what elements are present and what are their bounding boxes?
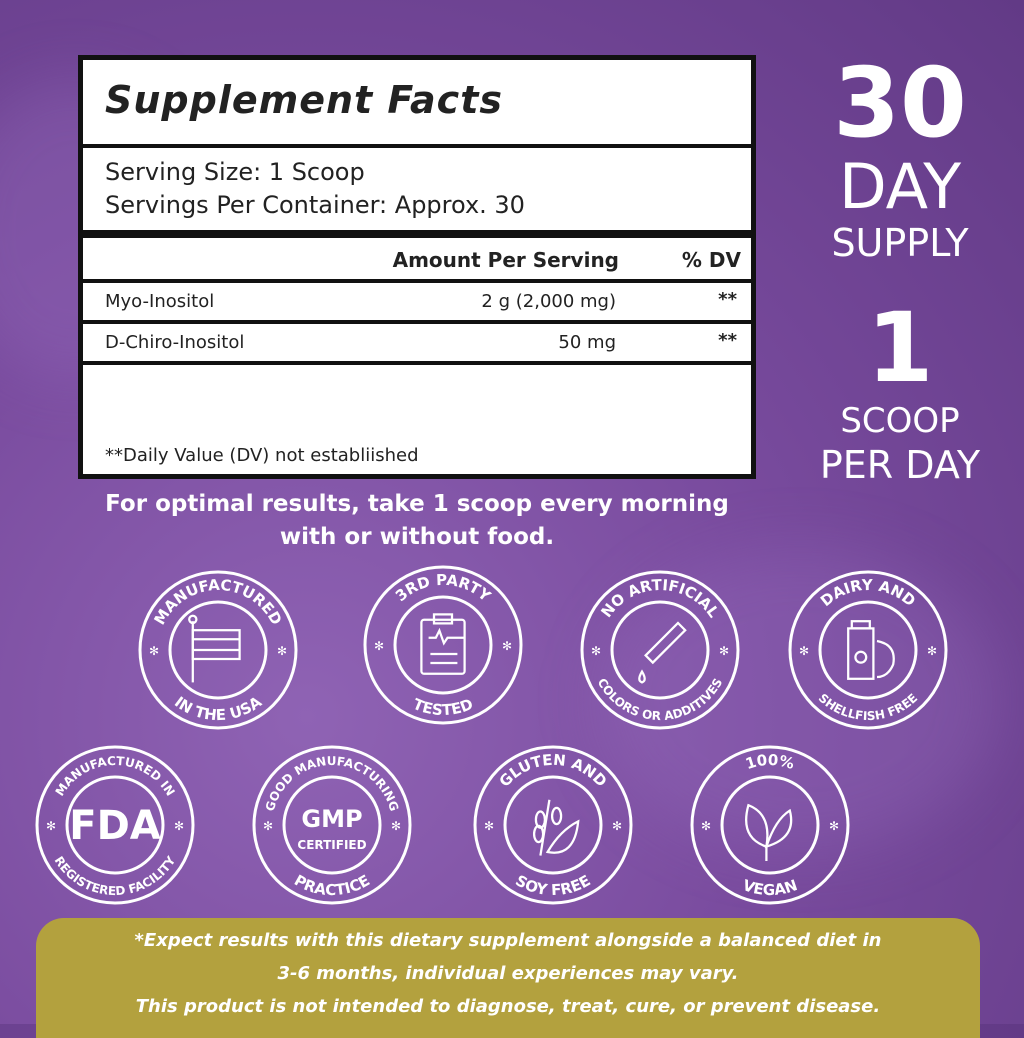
- svg-text:✻: ✻: [374, 639, 384, 653]
- svg-text:PRACTICE: PRACTICE: [291, 871, 373, 899]
- badge-center-text: FDA: [69, 803, 161, 849]
- serving-size: Serving Size: 1 Scoop: [105, 158, 365, 186]
- badge-bottom-text: VEGAN: [740, 876, 799, 899]
- badge-bottom-text: REGISTERED FACILITY: [52, 854, 179, 899]
- svg-text:✻: ✻: [484, 819, 494, 833]
- ingredient-name: Myo-Inositol: [105, 291, 215, 312]
- directions-line: For optimal results, take 1 scoop every …: [105, 491, 729, 517]
- svg-text:✻: ✻: [149, 644, 159, 658]
- table-row: Myo-Inositol 2 g (2,000 mg) **: [83, 283, 751, 324]
- supplement-facts-panel: Supplement Facts Serving Size: 1 Scoop S…: [78, 55, 756, 479]
- badge: ✻ ✻ MANUFACTURED IN REGISTERED FACILITY …: [33, 743, 197, 907]
- badge-bottom-text: SOY FREE: [512, 871, 593, 899]
- badge-bottom-text: TESTED: [410, 695, 475, 719]
- supply-day-label: DAY: [838, 150, 962, 223]
- fda-icon: ✻ ✻ MANUFACTURED IN REGISTERED FACILITY …: [35, 745, 195, 905]
- dv-header: % DV: [681, 248, 741, 272]
- badge: ✻ ✻ GOOD MANUFACTURING PRACTICE GMP CERTI…: [250, 743, 414, 907]
- badge: ✻ ✻ NO ARTIFICIAL COLORS OR ADDITIVES: [578, 568, 742, 732]
- svg-text:✻: ✻: [391, 819, 401, 833]
- gmp-icon: ✻ ✻ GOOD MANUFACTURING PRACTICE GMPCERTI…: [252, 745, 412, 905]
- supply-days-number: 30: [833, 47, 967, 159]
- servings-per-container: Servings Per Container: Approx. 30: [105, 191, 525, 219]
- supply-label: SUPPLY: [831, 221, 969, 265]
- disclaimer-line: 3-6 months, individual experiences may v…: [277, 963, 739, 984]
- badge: ✻ ✻ DAIRY AND SHELLFISH FREE: [786, 568, 950, 732]
- serving-info: Serving Size: 1 Scoop Servings Per Conta…: [83, 148, 751, 238]
- dropper-icon: ✻ ✻ NO ARTIFICIAL COLORS OR ADDITIVES: [580, 570, 740, 730]
- badge-top-text: 100%: [743, 751, 796, 773]
- svg-text:✻: ✻: [277, 644, 287, 658]
- svg-text:✻: ✻: [174, 819, 184, 833]
- svg-text:✻: ✻: [612, 819, 622, 833]
- badge: ✻ ✻ GLUTEN AND SOY FREE: [471, 743, 635, 907]
- svg-text:REGISTERED FACILITY: REGISTERED FACILITY: [52, 854, 179, 899]
- badge-center-text: GMP: [301, 805, 362, 833]
- clipboard-icon: ✻ ✻ 3RD PARTY TESTED: [363, 565, 523, 725]
- facts-header-row: Amount Per Serving % DV: [83, 238, 751, 283]
- ingredient-amount: 50 mg: [558, 332, 616, 353]
- dv-footnote: **Daily Value (DV) not establiished: [105, 445, 419, 466]
- svg-text:TESTED: TESTED: [410, 695, 475, 719]
- ingredient-name: D-Chiro-Inositol: [105, 332, 245, 353]
- ingredient-dv: **: [718, 330, 737, 351]
- svg-text:✻: ✻: [591, 644, 601, 658]
- per-day-label: PER DAY: [819, 443, 981, 487]
- milk-carton-shrimp-icon: ✻ ✻ DAIRY AND SHELLFISH FREE: [788, 570, 948, 730]
- badge-bottom-text: PRACTICE: [291, 871, 373, 899]
- directions-line: with or without food.: [279, 524, 555, 550]
- badge-top-text: NO ARTIFICIAL: [597, 576, 723, 622]
- disclaimer-box: *Expect results with this dietary supple…: [36, 918, 980, 1038]
- table-row: D-Chiro-Inositol 50 mg **: [83, 324, 751, 365]
- svg-text:✻: ✻: [263, 819, 273, 833]
- svg-text:SOY FREE: SOY FREE: [512, 871, 593, 899]
- svg-text:✻: ✻: [799, 644, 809, 658]
- badge: ✻ ✻ MANUFACTURED IN THE USA: [136, 568, 300, 732]
- directions: For optimal results, take 1 scoop every …: [78, 488, 756, 554]
- supply-callout: 30 DAY SUPPLY 1 SCOOP PER DAY: [800, 0, 1000, 500]
- wheat-soy-icon: ✻ ✻ GLUTEN AND SOY FREE: [473, 745, 633, 905]
- svg-text:✻: ✻: [46, 819, 56, 833]
- svg-text:✻: ✻: [701, 819, 711, 833]
- svg-text:✻: ✻: [927, 644, 937, 658]
- svg-text:NO ARTIFICIAL: NO ARTIFICIAL: [597, 576, 723, 622]
- scoop-label: SCOOP: [840, 401, 960, 441]
- ingredient-dv: **: [718, 289, 737, 310]
- svg-text:✻: ✻: [719, 644, 729, 658]
- badge-center-subtext: CERTIFIED: [297, 838, 366, 852]
- disclaimer-line: *Expect results with this dietary supple…: [134, 930, 882, 951]
- svg-text:✻: ✻: [829, 819, 839, 833]
- amount-header: Amount Per Serving: [392, 248, 619, 272]
- disclaimer-line: This product is not intended to diagnose…: [135, 996, 881, 1017]
- badge: ✻ ✻ 100% VEGAN: [688, 743, 852, 907]
- us-flag-icon: ✻ ✻ MANUFACTURED IN THE USA: [138, 570, 298, 730]
- badge: ✻ ✻ 3RD PARTY TESTED: [361, 563, 525, 727]
- svg-text:VEGAN: VEGAN: [740, 876, 799, 899]
- svg-text:100%: 100%: [743, 751, 796, 773]
- facts-title: Supplement Facts: [83, 60, 751, 148]
- leaf-icon: ✻ ✻ 100% VEGAN: [690, 745, 850, 905]
- scoop-count: 1: [866, 292, 934, 404]
- svg-text:✻: ✻: [502, 639, 512, 653]
- background-photo: [600, 550, 1000, 850]
- ingredient-amount: 2 g (2,000 mg): [481, 291, 616, 312]
